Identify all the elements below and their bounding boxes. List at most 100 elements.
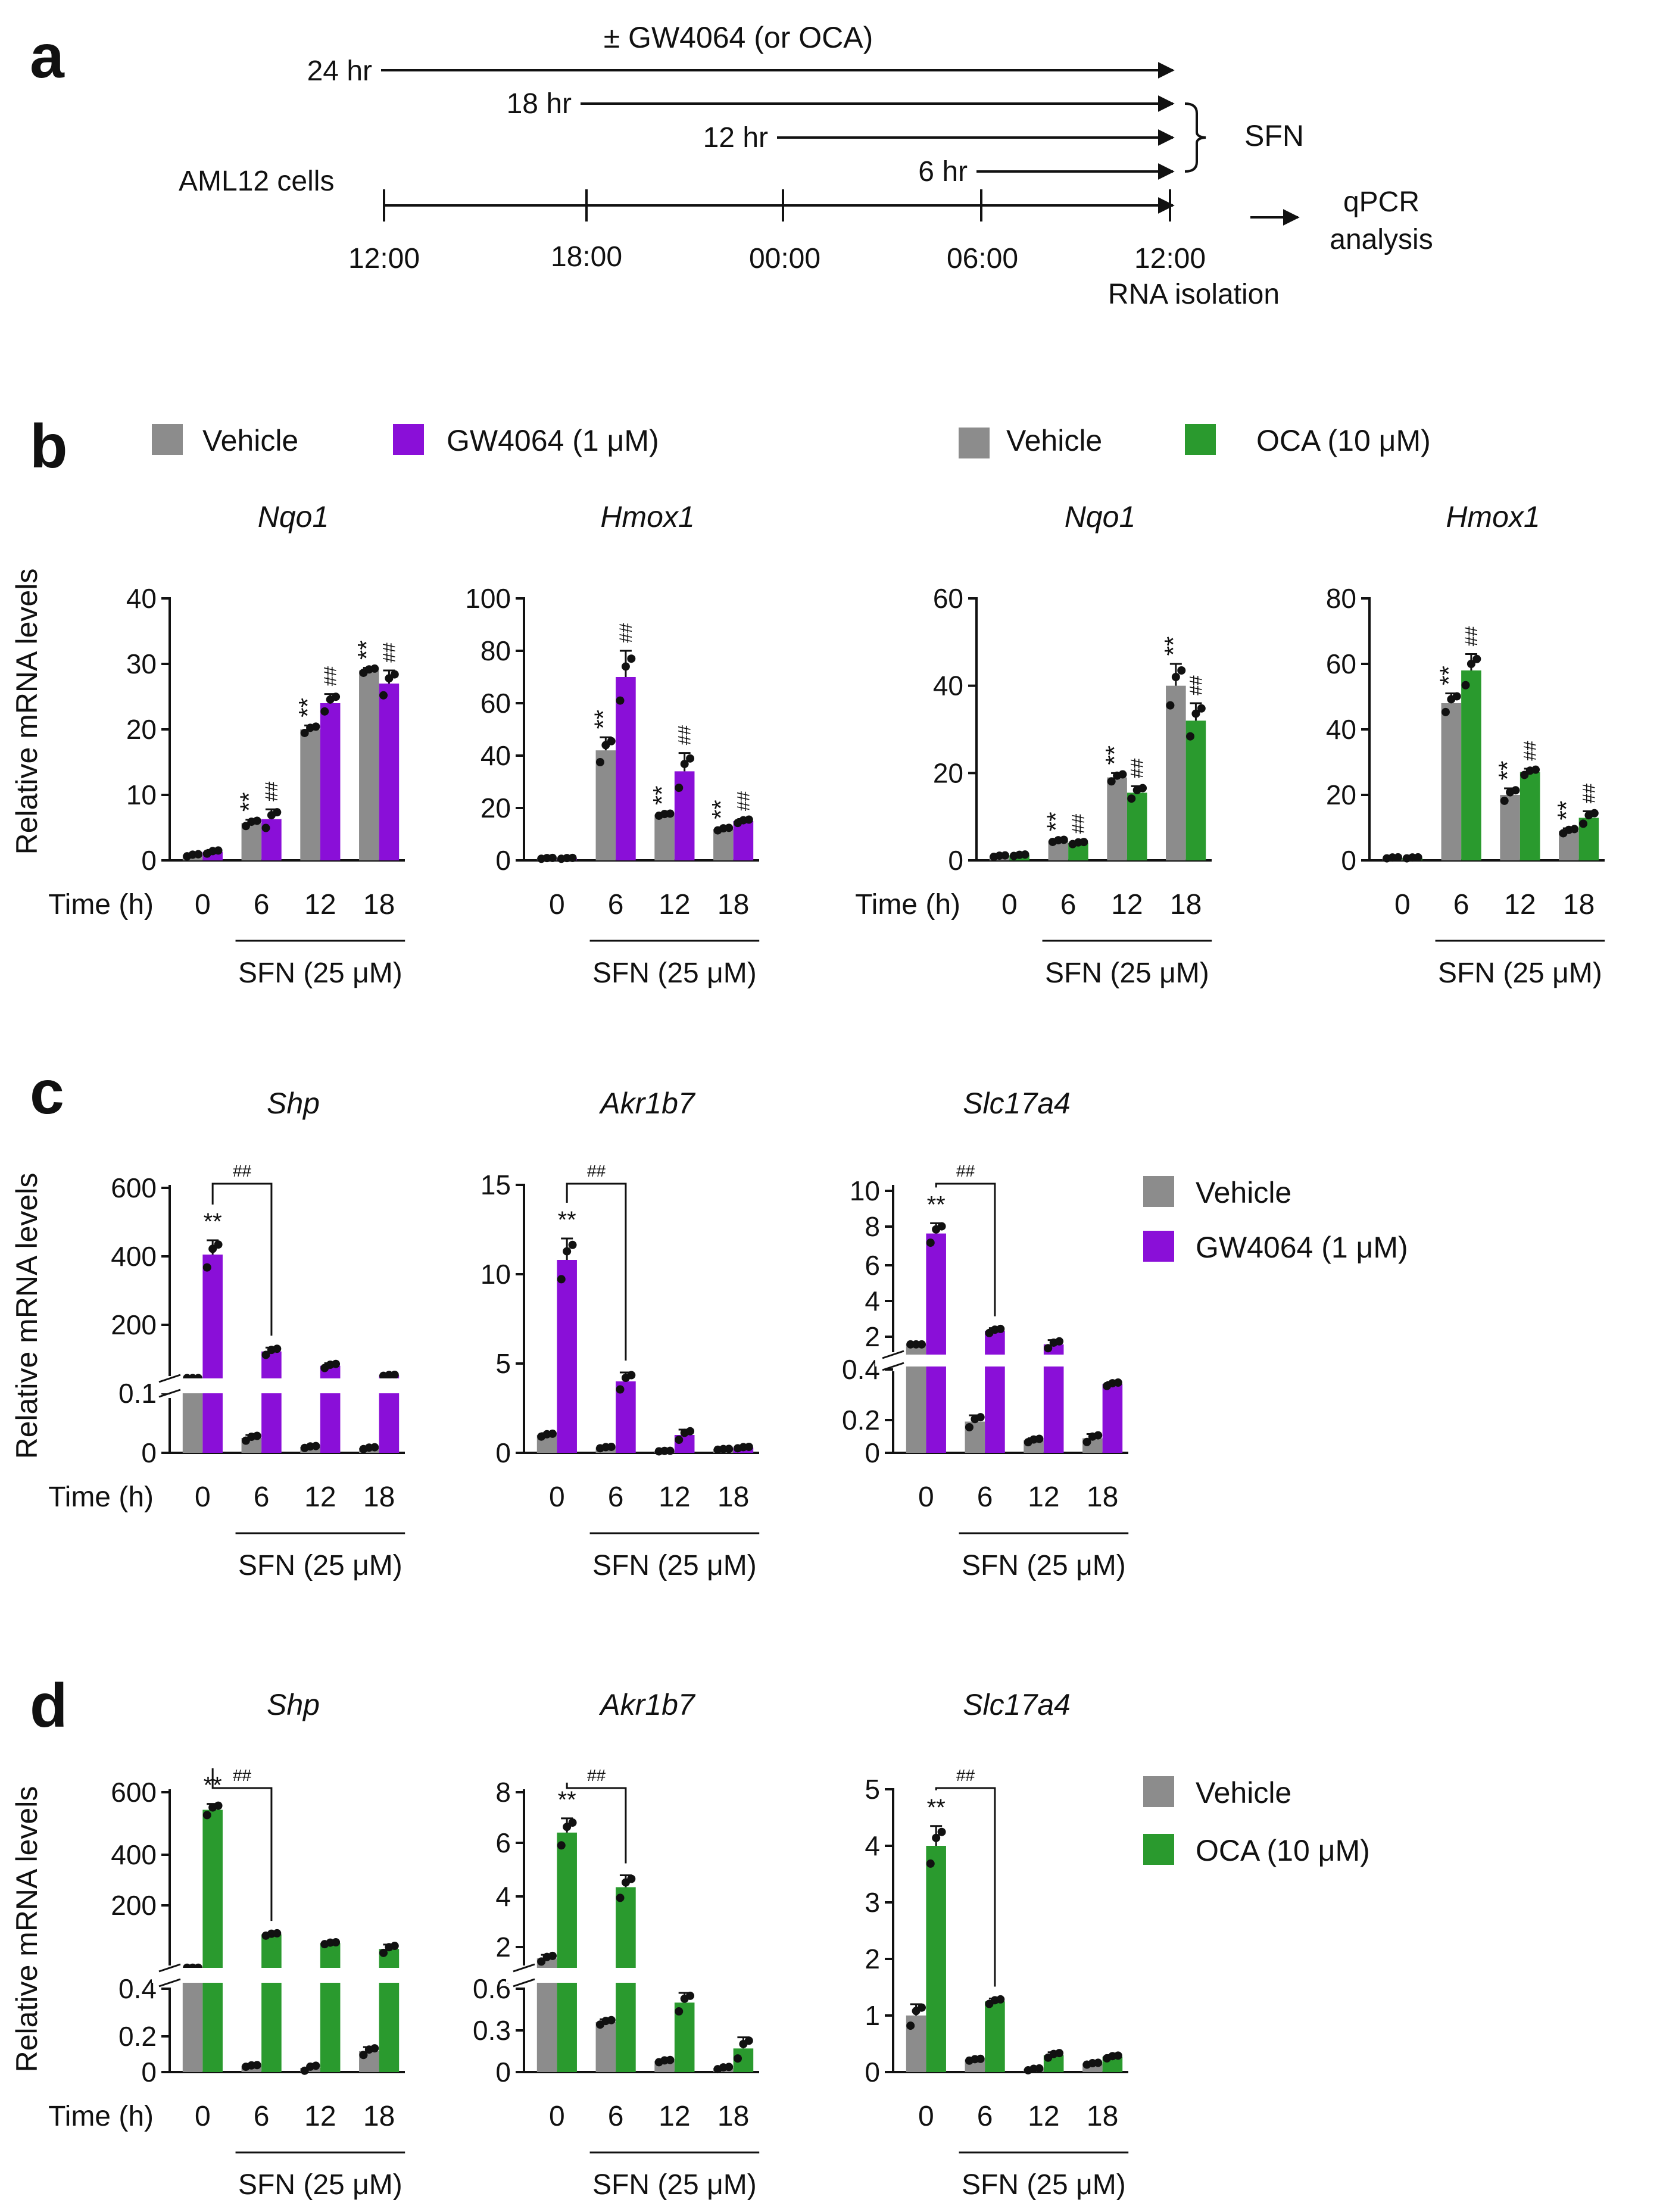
bar-c3-gw4064-18 — [1102, 1384, 1123, 1453]
data-point-b4-0-1-0 — [1441, 707, 1450, 716]
bracket-d2 — [566, 1782, 627, 1864]
legend-b-right-label-treated: OCA (10 μM) — [1256, 424, 1431, 457]
data-point-c1-1-1-2 — [273, 1344, 282, 1353]
sfn-group-label-d3: SFN (25 μM) — [962, 2169, 1126, 2201]
x-tick-label-c3-1: 6 — [977, 1481, 993, 1513]
y-tick-label-c3-7: 10 — [850, 1175, 880, 1206]
bar-c1-gw4064-6 — [261, 1351, 282, 1453]
sfn-group-label-c1: SFN (25 μM) — [238, 1550, 403, 1581]
data-point-c2-0-1-2 — [607, 1442, 616, 1451]
x-tick-label-b2-2: 12 — [659, 889, 690, 921]
sig-b4-0-1: ** — [1434, 666, 1462, 685]
data-point-d1-1-0-2 — [214, 1801, 223, 1810]
y-tick-label-c1-1: 0.1 — [118, 1378, 157, 1409]
chart-title-c3: Slc17a4 — [963, 1087, 1071, 1120]
qpcr-label-line1: qPCR — [1343, 186, 1419, 218]
cells-label: AML12 cells — [179, 166, 334, 197]
y-tick-label-d1-1: 0.2 — [118, 2021, 157, 2052]
panel-letter-a: a — [30, 22, 65, 91]
data-point-c2-1-2-2 — [686, 1427, 695, 1436]
bar-b2-gw4064-6 — [616, 677, 636, 860]
axis-break-mark-top-d1 — [158, 1963, 181, 1973]
bracket-label-d3: ## — [956, 1766, 975, 1784]
chart-title-d3: Slc17a4 — [963, 1688, 1071, 1721]
sig-c3-1-0: ** — [927, 1191, 946, 1218]
x-tick-label-d1-2: 12 — [304, 2101, 336, 2132]
bar-c3-gw4064-0 — [926, 1233, 946, 1453]
data-point-c2-1-0-0 — [557, 1275, 566, 1284]
sig-b4-1-3: ## — [1579, 784, 1599, 804]
data-point-c2-1-0-2 — [568, 1240, 577, 1249]
sig-b2-0-3: ** — [707, 800, 735, 819]
bar-d1-oca-12 — [320, 1943, 341, 2072]
y-tick-label-c2-2: 10 — [481, 1259, 511, 1290]
data-point-b3-0-3-1 — [1171, 673, 1180, 681]
axis-break-gap-d1 — [152, 1968, 411, 1983]
data-point-b1-1-0-2 — [214, 846, 223, 855]
x-tick-label-c1-1: 6 — [254, 1481, 270, 1513]
legend-b-left-label-vehicle: Vehicle — [202, 424, 298, 457]
data-point-c1-1-3-2 — [390, 1370, 399, 1379]
data-point-c2-0-2-2 — [666, 1446, 675, 1455]
bar-b4-oca-12 — [1520, 772, 1540, 860]
x-tick-label-b3-2: 12 — [1111, 889, 1143, 921]
data-point-d2-1-1-2 — [627, 1874, 636, 1883]
sfn-group-label-c2: SFN (25 μM) — [592, 1550, 757, 1581]
sig-b3-1-3: ## — [1186, 675, 1206, 695]
data-point-d2-1-0-2 — [568, 1818, 577, 1827]
legend-c-swatch-vehicle — [1143, 1176, 1174, 1207]
y-tick-label-b1-1: 10 — [126, 779, 157, 810]
data-point-c3-0-1-0 — [965, 1422, 974, 1431]
data-point-d2-0-0-0 — [537, 1957, 546, 1966]
bracket-c3 — [935, 1183, 996, 1316]
time-label-3: 06:00 — [947, 243, 1018, 274]
data-point-c1-1-0-2 — [214, 1240, 223, 1249]
bar-b1-vehicle-12 — [300, 729, 320, 860]
data-point-b3-1-3-0 — [1186, 732, 1195, 741]
chart-title-c1: Shp — [267, 1087, 320, 1120]
bracket-label-c2: ## — [587, 1162, 606, 1180]
time-label-0: 12:00 — [348, 243, 420, 274]
data-point-b3-1-3-2 — [1197, 704, 1206, 713]
data-point-b2-0-2-2 — [666, 809, 675, 818]
sig-b3-0-2: ** — [1100, 745, 1128, 765]
axis-break-mark-bot-d1 — [158, 1978, 181, 1988]
data-point-d1-1-3-2 — [390, 1942, 399, 1951]
bar-d3-oca-0 — [926, 1846, 946, 2072]
sig-c1-1-0: ** — [204, 1209, 222, 1235]
data-point-d3-1-0-1 — [932, 1833, 941, 1842]
data-point-d3-1-2-2 — [1055, 2049, 1064, 2058]
chart-c2: Akr1b7 0 5 10 15 ** 0 6 12 18 ## SFN (25 μM) — [481, 1087, 760, 1581]
data-point-c2-1-2-0 — [675, 1436, 684, 1444]
y-tick-label-d1-2: 0.4 — [118, 1973, 157, 2004]
sig-b4-1-1: ## — [1462, 626, 1481, 647]
data-point-b1-0-3-2 — [370, 664, 379, 673]
x-tick-label-d2-2: 12 — [659, 2101, 690, 2132]
bar-d1-oca-6 — [261, 1934, 282, 2072]
x-tick-label-d3-1: 6 — [977, 2101, 993, 2132]
rna-isolation-label: RNA isolation — [1108, 279, 1280, 310]
legend-d-label-vehicle: Vehicle — [1196, 1776, 1291, 1809]
x-tick-label-c1-3: 18 — [363, 1481, 395, 1513]
data-point-c3-1-1-2 — [996, 1324, 1005, 1333]
bar-b1-vehicle-18 — [359, 670, 379, 860]
chart-title-b1: Nqo1 — [258, 500, 329, 533]
data-point-c2-0-0-2 — [548, 1429, 557, 1438]
sfn-group-label-d1: SFN (25 μM) — [238, 2169, 403, 2201]
data-point-d1-1-3-0 — [379, 1948, 388, 1957]
ylabel-d: Relative mRNA levels — [10, 1786, 43, 2073]
data-point-d2-0-2-2 — [666, 2055, 675, 2064]
x-tick-label-b1-1: 6 — [254, 889, 270, 921]
axis-break-gap-c1 — [152, 1378, 411, 1393]
data-point-d2-1-2-2 — [686, 1991, 695, 2000]
y-tick-label-c3-2: 0.4 — [842, 1354, 880, 1385]
data-point-d1-0-2-2 — [311, 2061, 320, 2070]
data-point-d1-0-3-0 — [359, 2051, 368, 2060]
data-point-c1-0-1-2 — [252, 1431, 261, 1440]
chart-title-d1: Shp — [267, 1688, 320, 1721]
chart-title-c2: Akr1b7 — [598, 1087, 696, 1120]
